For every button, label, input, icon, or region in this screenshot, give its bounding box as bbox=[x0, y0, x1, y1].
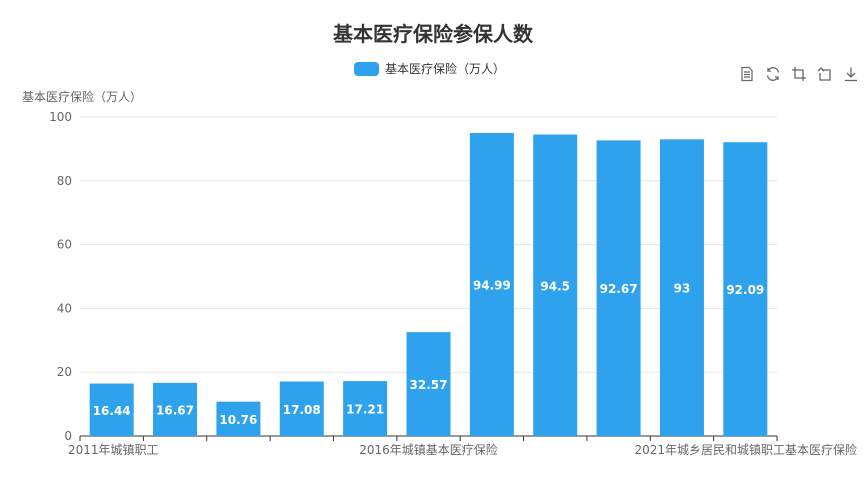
data-label: 92.09 bbox=[726, 283, 764, 297]
y-tick-label: 100 bbox=[49, 110, 72, 124]
data-label: 94.5 bbox=[540, 279, 570, 293]
bar bbox=[659, 139, 704, 436]
legend-swatch bbox=[354, 61, 379, 76]
legend-item[interactable]: 基本医疗保险（万人） bbox=[354, 60, 505, 77]
y-tick-label: 80 bbox=[57, 174, 72, 188]
data-label: 16.44 bbox=[93, 404, 131, 418]
zoom-icon[interactable] bbox=[788, 64, 810, 84]
data-view-icon[interactable] bbox=[736, 64, 758, 84]
bar bbox=[533, 134, 578, 437]
data-label: 10.76 bbox=[219, 413, 257, 427]
data-label: 17.21 bbox=[346, 403, 384, 417]
legend-label: 基本医疗保险（万人） bbox=[385, 62, 506, 76]
y-axis-label: 基本医疗保险（万人） bbox=[22, 90, 143, 104]
x-tick-label: 2011年城镇职工 bbox=[68, 443, 159, 457]
bar bbox=[469, 132, 514, 436]
restore-icon[interactable] bbox=[762, 64, 784, 84]
y-tick-label: 20 bbox=[57, 365, 72, 379]
data-label: 16.67 bbox=[156, 403, 194, 417]
bar bbox=[406, 332, 451, 436]
bar bbox=[279, 381, 324, 436]
download-icon[interactable] bbox=[840, 64, 862, 84]
data-label: 93 bbox=[674, 282, 691, 296]
chart-title: 基本医疗保险参保人数 bbox=[333, 22, 533, 46]
bar bbox=[343, 381, 388, 436]
bar bbox=[723, 142, 768, 436]
bar bbox=[89, 383, 134, 436]
bar bbox=[153, 382, 198, 436]
x-tick-label: 2021年城乡居民和城镇职工基本医疗保险 bbox=[634, 442, 857, 457]
y-tick-label: 0 bbox=[64, 429, 72, 443]
data-label: 94.99 bbox=[473, 278, 511, 292]
toolbox bbox=[736, 64, 862, 84]
bar bbox=[596, 140, 641, 437]
zoom-back-icon[interactable] bbox=[814, 64, 836, 84]
x-tick-label: 2016年城镇基本医疗保险 bbox=[359, 442, 498, 457]
bar bbox=[216, 401, 261, 436]
y-tick-label: 40 bbox=[57, 301, 72, 315]
data-label: 17.08 bbox=[283, 403, 321, 417]
y-tick-label: 60 bbox=[57, 238, 72, 252]
data-label: 92.67 bbox=[600, 282, 638, 296]
data-label: 32.57 bbox=[410, 378, 448, 392]
